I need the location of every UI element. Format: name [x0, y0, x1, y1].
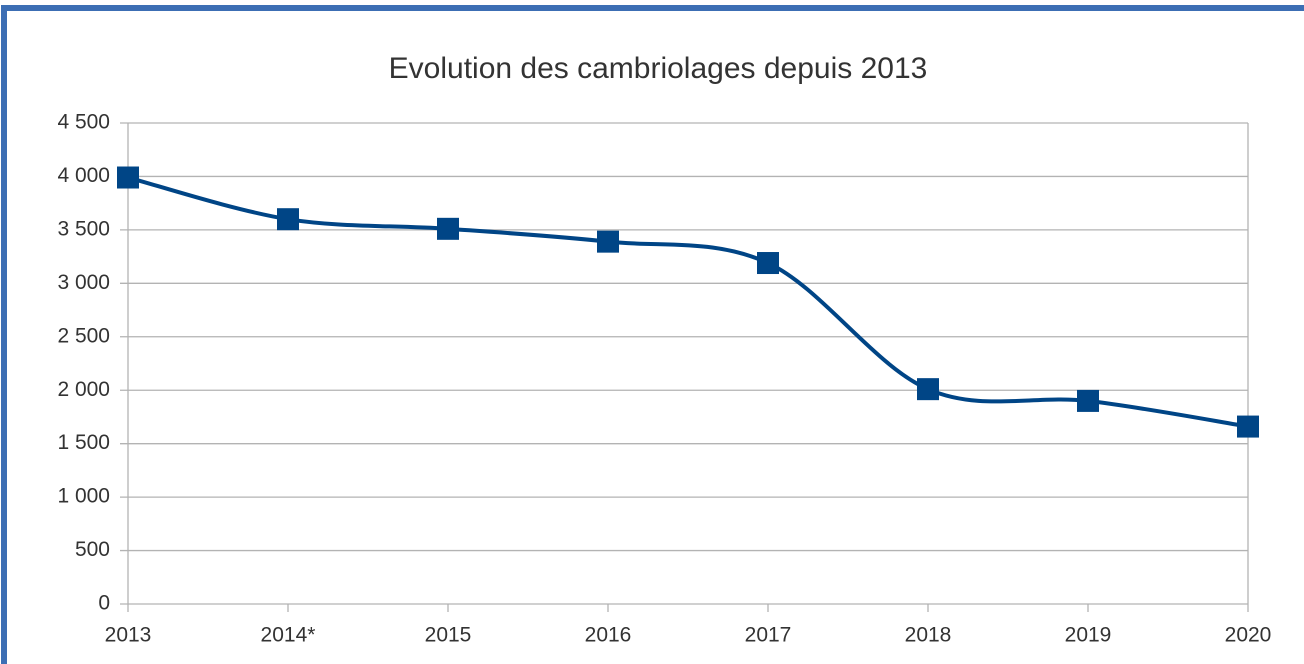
x-tick-label: 2018	[905, 624, 952, 647]
x-tick-label: 2019	[1065, 624, 1112, 647]
chart-title: Evolution des cambriolages depuis 2013	[389, 52, 928, 85]
series-line	[127, 175, 1249, 429]
y-tick-label: 2 500	[57, 324, 110, 347]
y-tick-label: 4 500	[57, 111, 110, 134]
y-tick-label: 0	[98, 592, 110, 615]
y-tick-label: 3 000	[57, 271, 110, 294]
marker	[1077, 389, 1099, 412]
marker	[277, 208, 299, 231]
marker	[117, 166, 139, 189]
marker	[597, 230, 619, 253]
x-tick-label: 2017	[745, 624, 792, 647]
x-tick-label: 2013	[105, 624, 152, 647]
marker	[437, 217, 459, 240]
y-tick-label: 500	[75, 538, 110, 561]
y-tick-label: 1 000	[57, 485, 110, 508]
x-tick-label: 2020	[1225, 624, 1272, 647]
marker	[917, 378, 939, 401]
frame	[1, 5, 1304, 664]
y-tick-label: 1 500	[57, 431, 110, 454]
y-tick-label: 3 500	[57, 217, 110, 240]
y-tick-label: 2 000	[57, 378, 110, 401]
marker	[1237, 415, 1259, 438]
x-tick-label: 2016	[585, 624, 632, 647]
x-tick-label: 2015	[425, 624, 472, 647]
x-tick-label: 2014*	[261, 624, 316, 647]
marker	[757, 252, 779, 275]
y-tick-label: 4 000	[57, 164, 110, 187]
